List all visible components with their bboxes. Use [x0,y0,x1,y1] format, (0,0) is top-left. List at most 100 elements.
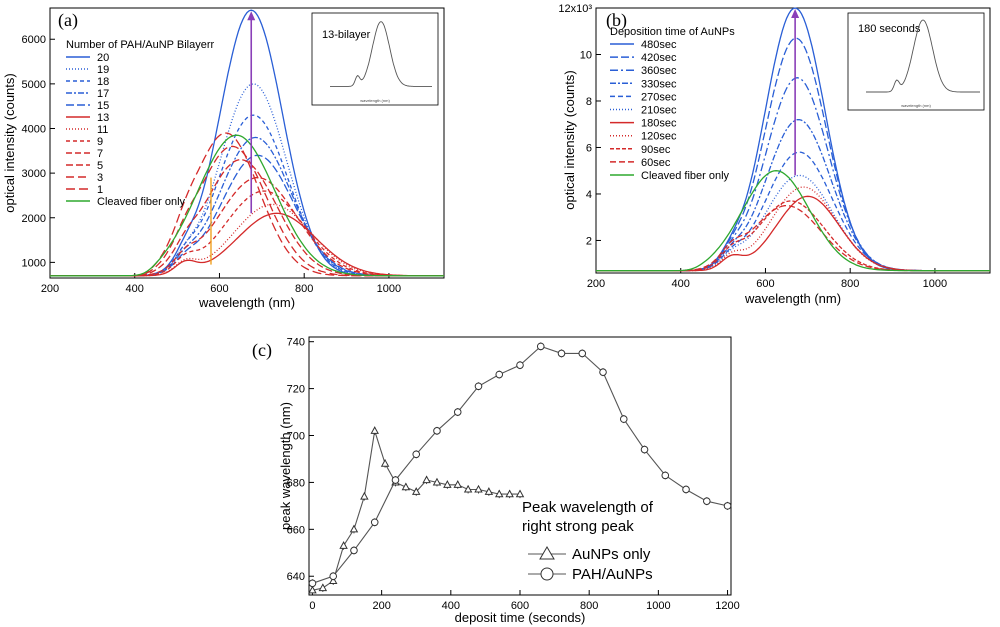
panel-b-label: (b) [606,10,627,31]
a-series-3 [50,145,444,277]
c-point-triangle [515,489,525,498]
c-point-triangle [411,487,421,495]
c-point-circle [391,476,400,484]
c-point-circle [350,546,358,555]
c-point-triangle [380,459,390,467]
a-legend-label: 3 [97,172,103,184]
panel-b-xlabel: wavelength (nm) [744,291,841,306]
b-ytick-label: 6 [586,142,592,154]
c-ytick-label: 660 [287,524,305,536]
panel-a-label: (a) [58,10,78,31]
c-point-triangle [339,541,348,549]
b-xtick-label: 800 [841,278,859,290]
b-legend-label: 210sec [641,105,677,117]
panel-a-inset-xlabel: wavelength (nm) [360,98,390,103]
c-point-circle [453,408,462,416]
c-point-circle [370,518,379,527]
a-legend-label: 9 [97,136,103,148]
panel-b-ylabel: optical intensity (counts) [562,70,577,209]
c-point-circle [474,382,483,391]
a-series-cleaved-fiber-only [50,134,444,277]
c-legend-circle-marker [540,567,554,581]
a-xtick-label: 200 [41,283,59,295]
a-legend-label: 7 [97,148,103,160]
c-legend-triangle-marker [539,546,555,560]
c-ytick-label: 700 [287,431,305,443]
panel-c-frame [308,336,732,596]
a-ytick-label: 1000 [22,257,46,269]
c-point-triangle [308,585,317,594]
a-series-5 [50,159,444,277]
b-legend-label: 480sec [641,39,677,51]
a-ytick-label: 6000 [22,34,46,46]
a-legend-label: 15 [97,100,109,112]
c-point-triangle [349,524,359,533]
panel-a-inset-frame [311,12,439,106]
b-series-120sec [596,186,990,272]
c-point-circle [682,485,690,494]
c-point-triangle [432,477,442,486]
panel-a-ylabel: optical intensity (counts) [2,73,17,212]
panel-b-inset-label: 180 seconds [858,23,921,35]
a-series-7 [50,176,444,277]
a-series-15 [50,154,444,277]
c-ytick-label: 740 [287,337,305,349]
c-xtick-label: 1200 [715,600,739,612]
panel-c-legend-title-1: Peak wavelength of [522,499,654,516]
panel-c: (c) deposit time (seconds) peak waveleng… [252,336,740,625]
a-legend-label: Cleaved fiber only [97,196,186,208]
b-xtick-label: 1000 [923,278,947,290]
panel-b: (b) wavelength (nm) optical intensity (c… [558,3,991,306]
panel-a-inset-label: 13-bilayer [322,29,371,41]
a-ytick-label: 4000 [22,123,46,135]
a-legend-label: 18 [97,76,109,88]
a-arrowhead [247,11,256,21]
c-point-triangle [318,583,328,592]
b-legend-label: 180sec [641,118,677,130]
b-series-210sec [596,174,990,272]
c-point-triangle [463,484,473,493]
c-point-circle [640,445,649,454]
c-ytick-label: 640 [287,571,305,583]
b-ytick-label: 2 [586,235,592,247]
b-legend-label: 90sec [641,144,671,156]
panel-c-ylabel: peak wavelength (nm) [278,402,293,530]
panel-b-inset-frame [847,12,985,111]
b-legend-label: 420sec [641,52,677,64]
c-point-circle [329,572,338,581]
c-point-circle [495,370,504,379]
a-xtick-label: 1000 [377,283,401,295]
c-point-circle [661,471,670,480]
a-xtick-label: 800 [295,283,313,295]
c-point-triangle [453,480,462,488]
c-point-circle [308,579,317,588]
b-ytick-label: 12x10³ [558,3,592,15]
panel-a-legend-title: Number of PAH/AuNP Bilayerr [66,39,214,51]
panel-b-frame [595,7,991,274]
c-point-circle [702,497,711,505]
c-xtick-label: 200 [372,600,390,612]
a-legend-label: 1 [97,184,103,196]
a-legend-label: 11 [97,124,108,136]
a-series-19 [50,83,444,277]
c-point-triangle [505,489,514,498]
b-arrowhead [791,9,800,18]
b-legend-label: 360sec [641,65,677,77]
c-point-triangle [401,482,411,491]
b-ytick-label: 8 [586,96,592,108]
c-point-circle [516,361,524,369]
c-point-triangle [495,489,504,498]
panel-c-label: (c) [252,340,272,361]
c-point-circle [619,415,628,423]
a-legend-label: 20 [97,52,109,64]
a-ytick-label: 5000 [22,79,46,91]
c-point-circle [723,502,732,510]
c-point-circle [536,342,545,351]
c-point-circle [578,349,587,358]
c-point-triangle [370,426,379,434]
b-ytick-label: 4 [586,189,592,201]
a-legend-label: 17 [97,88,109,100]
panel-b-inset-curve [866,19,980,93]
c-point-triangle [328,576,338,585]
b-xtick-label: 200 [587,278,605,290]
